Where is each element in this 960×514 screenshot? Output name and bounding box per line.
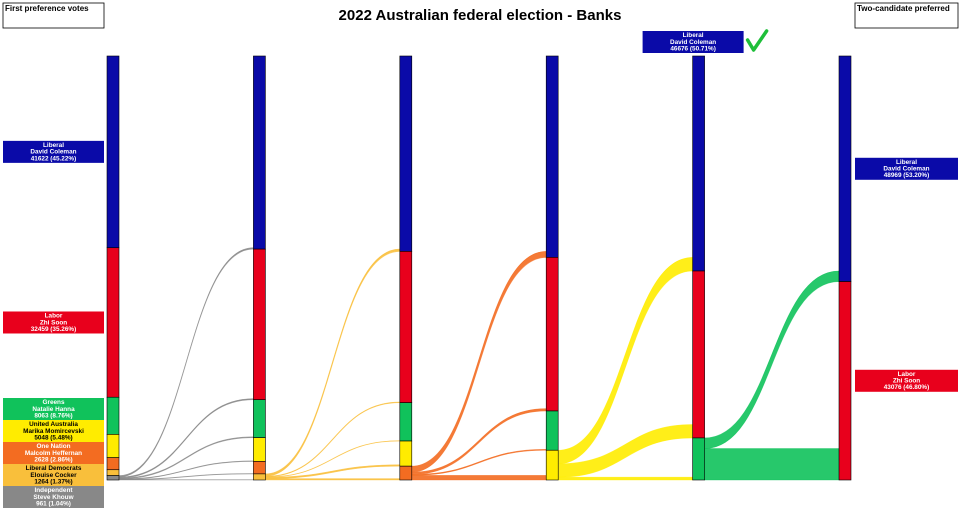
bar-segment	[546, 257, 558, 411]
bar-segment	[693, 56, 705, 271]
candidate-label: 8063 (8.76%)	[34, 412, 72, 419]
transfer-flow	[705, 449, 839, 480]
candidate-label: 1264 (1.37%)	[34, 478, 72, 485]
candidate-label: 5048 (5.48%)	[34, 434, 72, 441]
bar-segment	[693, 271, 705, 438]
bar-segment	[253, 400, 265, 438]
bar-segment	[253, 249, 265, 400]
bar-segment	[107, 56, 119, 248]
transfer-flow	[705, 271, 839, 448]
candidate-label: 43076 (46.80%)	[884, 384, 929, 391]
bar-segment	[546, 56, 558, 257]
transfer-flow	[119, 437, 253, 479]
candidate-label: 961 (1.04%)	[36, 500, 71, 507]
bar-segment	[546, 411, 558, 450]
transfer-flow	[412, 251, 546, 472]
candidate-label: 48969 (53.20%)	[884, 172, 929, 179]
bar-segment	[839, 282, 851, 480]
bar-segment	[107, 458, 119, 470]
bar-segment	[253, 461, 265, 473]
bar-segment	[107, 476, 119, 480]
transfer-flow	[265, 479, 399, 480]
candidate-label: 32459 (35.26%)	[31, 326, 76, 333]
transfer-flow	[558, 477, 692, 480]
bar-segment	[400, 251, 412, 402]
bar-segment	[693, 438, 705, 480]
transfer-flow	[412, 475, 546, 480]
bar-segment	[546, 450, 558, 480]
candidate-label: 41622 (45.22%)	[31, 155, 76, 162]
left-label: First preference votes	[5, 4, 89, 13]
bar-segment	[107, 434, 119, 457]
bar-segment	[839, 56, 851, 282]
elected-check	[748, 31, 767, 50]
chart-title: 2022 Australian federal election - Banks	[339, 7, 622, 24]
bar-segment	[253, 438, 265, 462]
candidate-label: 46676 (50.71%)	[670, 45, 715, 52]
bars	[107, 56, 851, 480]
candidate-label: 2628 (2.86%)	[34, 456, 72, 463]
bar-segment	[400, 441, 412, 466]
bar-segment	[400, 403, 412, 441]
bar-segment	[253, 474, 265, 480]
right-label: Two-candidate preferred	[857, 4, 950, 13]
bar-segment	[400, 56, 412, 251]
bar-segment	[107, 397, 119, 434]
flows	[119, 248, 839, 480]
bar-segment	[253, 56, 265, 249]
bar-segment	[400, 466, 412, 480]
bar-segment	[107, 248, 119, 398]
bar-segment	[107, 470, 119, 476]
transfer-flow	[119, 248, 253, 477]
